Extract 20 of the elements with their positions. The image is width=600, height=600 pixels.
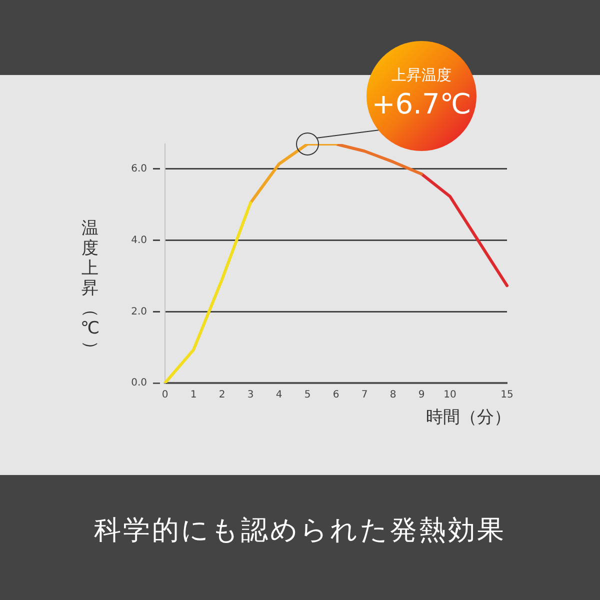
y-tick-label: 2.0 bbox=[131, 306, 147, 318]
x-tick-label: 0 bbox=[162, 390, 168, 401]
y-tick-label: 0.0 bbox=[131, 378, 147, 389]
x-tick-label: 9 bbox=[418, 390, 425, 401]
x-tick-label: 15 bbox=[500, 390, 514, 401]
x-tick-label: 4 bbox=[276, 390, 282, 401]
x-axis-title: 時間（分） bbox=[426, 407, 511, 428]
text: 科学的にも認められた発熱効果 bbox=[93, 514, 507, 548]
annotation: 上昇温度 +6.7℃ bbox=[372, 66, 472, 120]
y-tick-label: 4.0 bbox=[131, 234, 147, 246]
x-tick-label: 8 bbox=[390, 390, 396, 401]
y-tick-label: 6.0 bbox=[131, 164, 147, 175]
x-tick-label: 2 bbox=[218, 390, 226, 401]
x-tick-label: 6 bbox=[332, 390, 340, 401]
x-tick-label: 7 bbox=[361, 390, 368, 401]
x-tick-label: 3 bbox=[247, 390, 254, 401]
x-tick-label: 1 bbox=[190, 390, 197, 401]
y-axis-title: 温度上昇（℃） bbox=[80, 218, 101, 358]
x-tick-label: 5 bbox=[304, 390, 311, 401]
x-tick-label: 10 bbox=[444, 390, 456, 401]
